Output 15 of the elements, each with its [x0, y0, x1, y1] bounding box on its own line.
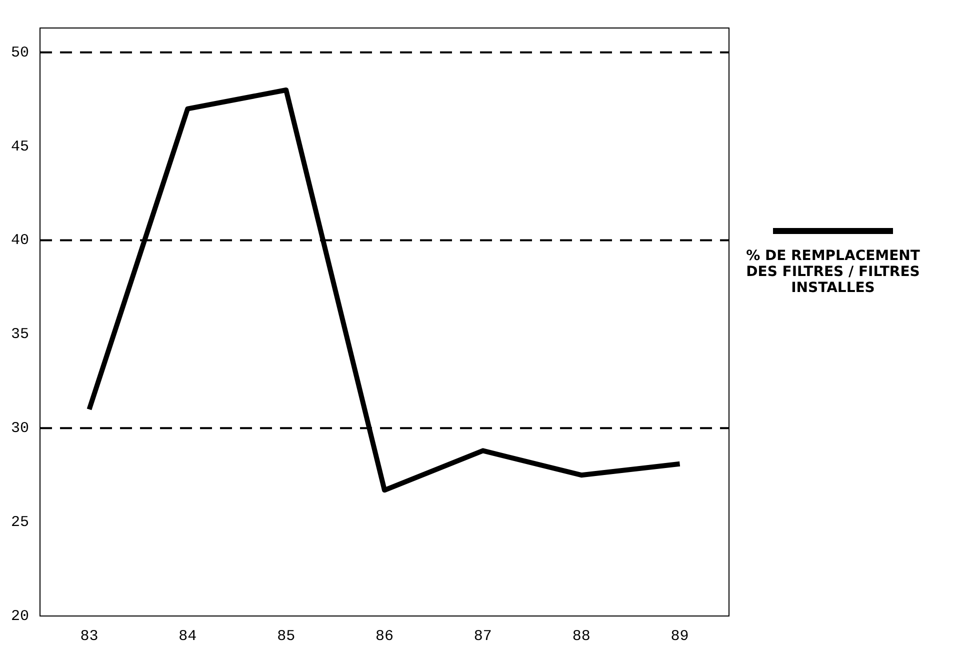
y-tick-label: 35: [10, 326, 30, 344]
y-tick-label: 40: [10, 232, 30, 250]
x-tick-label: 85: [277, 628, 296, 645]
x-tick-label: 89: [670, 628, 689, 645]
x-tick-label: 86: [375, 628, 394, 645]
y-tick-label: 30: [10, 420, 30, 438]
text: % DE REMPLACEMENT DES FILTRES / FILTRES INSTALLES: [745, 248, 921, 296]
x-tick-label: 88: [572, 628, 590, 645]
x-tick-label: 87: [474, 628, 492, 645]
y-tick-label: 50: [10, 44, 30, 62]
y-tick-label: 20: [10, 608, 30, 625]
y-tick-label: 45: [10, 138, 30, 156]
x-tick-label: 84: [178, 628, 197, 645]
y-tick-label: 25: [10, 514, 30, 532]
x-tick-label: 83: [80, 628, 98, 645]
